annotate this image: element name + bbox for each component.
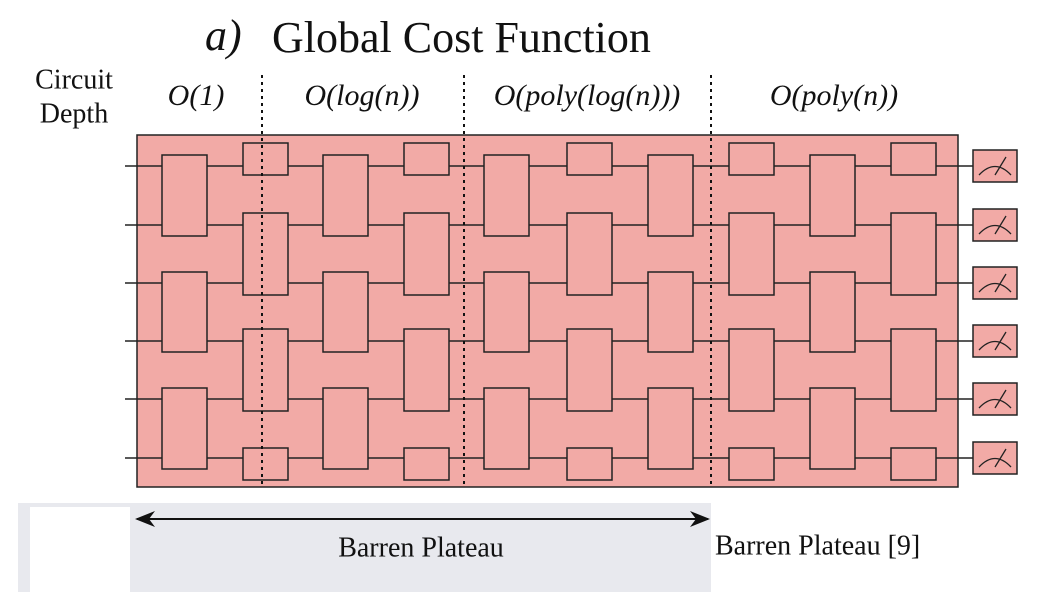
meter-needle	[994, 331, 1007, 351]
meter-arc	[978, 165, 1012, 176]
gate	[322, 271, 369, 353]
gate	[728, 447, 775, 481]
axis-label: Depth	[40, 98, 108, 129]
meter-arc	[978, 457, 1012, 468]
gate	[972, 266, 1018, 300]
gate	[972, 208, 1018, 242]
gate	[566, 142, 613, 176]
gate	[728, 142, 775, 176]
meter-needle	[994, 389, 1007, 409]
gate	[972, 441, 1018, 475]
gate	[728, 212, 775, 296]
gate	[242, 212, 289, 296]
gate	[809, 154, 856, 237]
gate	[483, 387, 530, 470]
gate	[322, 154, 369, 237]
gate	[242, 328, 289, 412]
gate	[647, 387, 694, 470]
gate	[242, 142, 289, 176]
meter-arc	[978, 282, 1012, 293]
gate	[403, 142, 450, 176]
gate	[890, 142, 937, 176]
meter-needle	[994, 156, 1007, 176]
gate	[566, 447, 613, 481]
gate	[647, 154, 694, 237]
plateau-gap	[30, 507, 130, 592]
meter-needle	[994, 215, 1007, 235]
gate	[161, 387, 208, 470]
axis-label: Circuit	[35, 64, 113, 95]
meter-arc	[978, 224, 1012, 235]
gate	[890, 212, 937, 296]
gate	[403, 447, 450, 481]
gate	[890, 328, 937, 412]
gate	[809, 271, 856, 353]
gate	[322, 387, 369, 470]
gate	[161, 271, 208, 353]
gate	[566, 212, 613, 296]
gate	[403, 212, 450, 296]
region-label: O(poly(n))	[770, 79, 898, 112]
gate	[242, 447, 289, 481]
plateau-reference: Barren Plateau [9]	[715, 530, 920, 561]
meter-needle	[994, 273, 1007, 293]
gate	[809, 387, 856, 470]
meter-arc	[978, 398, 1012, 409]
region-label: O(poly(log(n)))	[494, 79, 681, 112]
title: Global Cost Function	[272, 13, 651, 62]
gate	[403, 328, 450, 412]
panel-label: a)	[205, 11, 242, 60]
circuit	[125, 75, 1018, 487]
meter-arc	[978, 340, 1012, 351]
gate	[483, 271, 530, 353]
gate	[483, 154, 530, 237]
meter-needle	[994, 448, 1007, 468]
gate	[161, 154, 208, 237]
gate	[647, 271, 694, 353]
plateau-label: Barren Plateau	[338, 532, 504, 563]
gate	[566, 328, 613, 412]
region-label: O(log(n))	[305, 79, 420, 112]
region-label: O(1)	[168, 79, 225, 112]
gate	[728, 328, 775, 412]
gate	[890, 447, 937, 481]
